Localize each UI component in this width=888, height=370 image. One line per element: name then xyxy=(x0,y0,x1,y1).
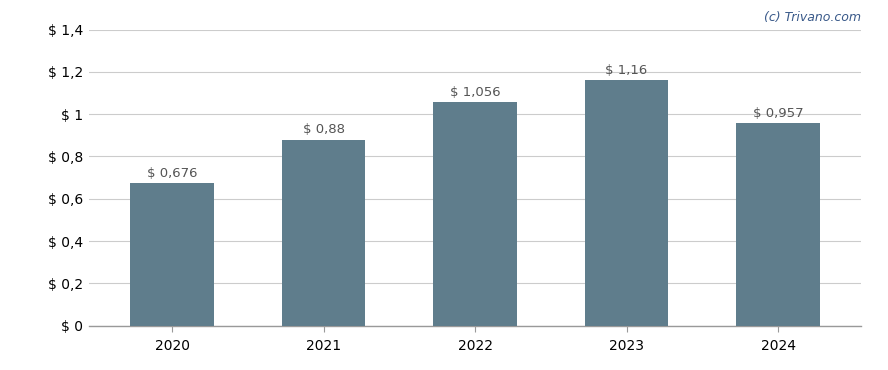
Text: $ 0,676: $ 0,676 xyxy=(147,166,197,179)
Text: $ 0,957: $ 0,957 xyxy=(753,107,804,120)
Text: $ 1,056: $ 1,056 xyxy=(449,86,501,99)
Bar xyxy=(282,139,365,326)
Text: $ 1,16: $ 1,16 xyxy=(606,64,647,77)
Bar xyxy=(131,183,214,326)
Bar xyxy=(736,123,820,326)
Text: $ 0,88: $ 0,88 xyxy=(303,123,345,137)
Bar xyxy=(433,102,517,326)
Bar xyxy=(585,80,669,326)
Text: (c) Trivano.com: (c) Trivano.com xyxy=(765,11,861,24)
